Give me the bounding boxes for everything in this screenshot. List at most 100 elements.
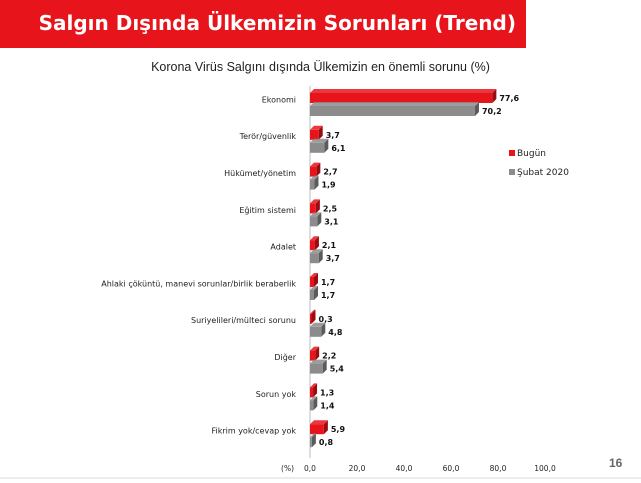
bar-side — [313, 286, 318, 300]
bar-top — [310, 175, 319, 180]
bar — [310, 350, 316, 361]
bar-side — [324, 138, 329, 153]
bar-side — [314, 236, 319, 251]
data-label: 0,8 — [319, 438, 334, 447]
bar-top — [310, 396, 318, 401]
data-label: 5,4 — [330, 365, 345, 374]
bar-side — [316, 162, 321, 177]
bar-side — [314, 175, 319, 190]
bar-side — [318, 249, 323, 264]
bar — [310, 387, 314, 398]
category-label: Terör/güvenlik — [239, 132, 297, 141]
bar — [310, 142, 325, 153]
bar — [310, 326, 322, 337]
bar-top — [310, 433, 316, 438]
data-label: 3,7 — [326, 131, 340, 140]
x-tick-label: 0,0 — [304, 464, 316, 473]
category-label: Fikrim yok/cevap yok — [211, 427, 296, 436]
bar — [310, 93, 493, 103]
bar-side — [317, 212, 322, 227]
bar-side — [313, 273, 318, 287]
bar-top — [310, 273, 318, 277]
bar-top — [310, 89, 497, 93]
bar — [310, 129, 319, 140]
category-label: Ahlaki çöküntü, manevi sorunlar/birlik b… — [101, 279, 296, 288]
legend-label: Şubat 2020 — [517, 168, 569, 178]
bar — [310, 179, 315, 190]
x-axis-unit-label: (%) — [281, 464, 294, 473]
bar — [310, 253, 319, 264]
data-label: 0,3 — [319, 315, 333, 324]
data-label: 2,1 — [322, 241, 337, 250]
footer-divider — [0, 477, 641, 479]
bar-top — [310, 199, 320, 204]
category-label: Suriyelileri/mülteci sorunu — [191, 316, 296, 325]
bar-top — [310, 212, 322, 217]
data-label: 2,5 — [323, 204, 338, 213]
bar-side — [313, 396, 318, 411]
bar-side — [311, 433, 316, 448]
bar-top — [310, 383, 318, 388]
data-label: 4,8 — [328, 328, 343, 337]
page-title: Salgın Dışında Ülkemizin Sorunları (Tren… — [38, 11, 516, 35]
bar-top — [310, 359, 327, 364]
x-tick-label: 80,0 — [490, 464, 507, 473]
bar-side — [474, 102, 479, 116]
legend-swatch — [509, 150, 515, 156]
bar — [310, 363, 323, 374]
bar — [310, 424, 324, 435]
data-label: 1,7 — [321, 278, 335, 287]
bar-side — [492, 89, 497, 103]
x-tick-label: 40,0 — [396, 464, 413, 473]
data-label: 70,2 — [482, 107, 502, 116]
bar-top — [310, 249, 323, 254]
data-label: 1,4 — [320, 401, 335, 410]
category-label: Eğitim sistemi — [239, 206, 296, 215]
bar-side — [322, 359, 327, 374]
data-label: 3,7 — [326, 254, 340, 263]
category-label: Hükümet/yönetim — [224, 169, 296, 178]
data-label: 2,2 — [322, 352, 336, 361]
bar-side — [318, 125, 323, 140]
category-label: Ekonomi — [262, 95, 296, 104]
bar-top — [310, 236, 319, 241]
bar-top — [310, 346, 320, 351]
bar-side — [315, 346, 320, 361]
bar — [310, 240, 315, 251]
bar — [310, 437, 312, 448]
bar-side — [313, 383, 318, 398]
data-label: 5,9 — [331, 425, 346, 434]
bar-top — [310, 162, 321, 167]
data-label: 3,1 — [324, 217, 339, 226]
title-banner: Salgın Dışında Ülkemizin Sorunları (Tren… — [0, 0, 526, 48]
bar-top — [310, 322, 326, 327]
bar-side — [315, 199, 320, 214]
legend-swatch — [509, 169, 515, 175]
bar — [310, 290, 314, 300]
data-label: 6,1 — [331, 144, 346, 153]
data-label: 77,6 — [499, 94, 519, 103]
x-tick-label: 60,0 — [443, 464, 460, 473]
bar — [310, 216, 318, 227]
bar-top — [310, 125, 323, 130]
bar-top — [310, 309, 316, 314]
legend-label: Bugün — [517, 149, 546, 159]
bar — [310, 313, 312, 324]
page-number: 16 — [609, 456, 623, 470]
category-label: Sorun yok — [256, 390, 297, 399]
x-tick-label: 20,0 — [349, 464, 366, 473]
bar — [310, 277, 314, 287]
bar — [310, 106, 475, 116]
bar — [310, 400, 314, 411]
data-label: 2,7 — [323, 168, 337, 177]
bar-top — [310, 420, 328, 425]
data-label: 1,7 — [321, 291, 335, 300]
bar-side — [311, 309, 316, 324]
bar-top — [310, 138, 329, 143]
data-label: 1,9 — [321, 181, 336, 190]
bar-top — [310, 102, 479, 106]
bar — [310, 203, 316, 214]
bar-side — [323, 420, 328, 435]
x-tick-label: 100,0 — [534, 464, 556, 473]
